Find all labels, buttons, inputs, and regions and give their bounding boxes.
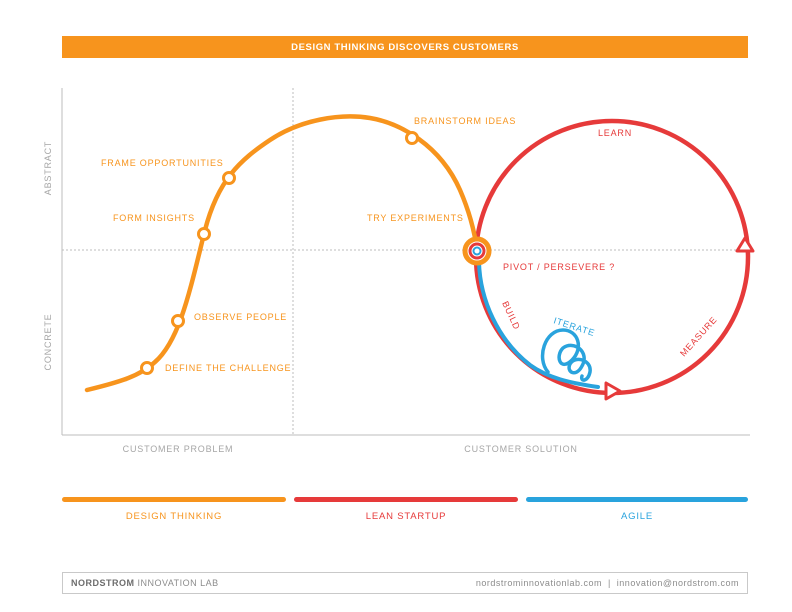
footer-contact: nordstrominnovationlab.com | innovation@…: [475, 578, 739, 588]
build-arrow-icon: [604, 381, 622, 401]
legend-lean-line: [294, 497, 518, 502]
axis-label-customer-problem: CUSTOMER PROBLEM: [123, 444, 234, 454]
label-try-experiments: TRY EXPERIMENTS: [367, 213, 464, 223]
axis-label-concrete: CONCRETE: [43, 314, 53, 371]
step-marker-observe: [171, 314, 185, 328]
step-marker-brainstorm: [405, 131, 419, 145]
label-learn: LEARN: [598, 128, 632, 138]
label-observe-people: OBSERVE PEOPLE: [194, 312, 287, 322]
footer-brand: NORDSTROM INNOVATION LAB: [71, 578, 219, 588]
axis-label-abstract: ABSTRACT: [43, 141, 53, 195]
agile-build-path: [477, 260, 600, 389]
pivot-hub-inner: [472, 246, 482, 256]
label-pivot-persevere: PIVOT / PERSEVERE ?: [503, 262, 615, 272]
measure-arrow-icon: [735, 236, 755, 253]
legend-agile-label: AGILE: [621, 511, 653, 522]
label-brainstorm-ideas: BRAINSTORM IDEAS: [414, 116, 516, 126]
legend-design-line: [62, 497, 286, 502]
label-measure: MEASURE: [678, 314, 719, 358]
footer-lab-name: INNOVATION LAB: [134, 578, 219, 588]
legend-lean-label: LEAN STARTUP: [365, 511, 447, 522]
label-define-challenge: DEFINE THE CHALLENGE: [165, 363, 291, 373]
axis-label-customer-solution: CUSTOMER SOLUTION: [464, 444, 577, 454]
legend-design-label: DESIGN THINKING: [125, 511, 223, 522]
footer-bar: NORDSTROM INNOVATION LAB nordstrominnova…: [62, 572, 748, 594]
label-form-insights: FORM INSIGHTS: [113, 213, 195, 223]
footer-brand-name: NORDSTROM: [71, 578, 135, 588]
title-banner: DESIGN THINKING DISCOVERS CUSTOMERS: [62, 36, 748, 58]
step-marker-insights: [197, 227, 211, 241]
label-build: BUILD: [500, 300, 522, 332]
page-title: DESIGN THINKING DISCOVERS CUSTOMERS: [291, 41, 519, 53]
design-thinking-curve: [84, 114, 480, 393]
step-marker-define: [140, 361, 154, 375]
iterate-loops: [540, 328, 592, 382]
legend-agile-line: [526, 497, 748, 502]
label-frame-opportunities: FRAME OPPORTUNITIES: [101, 158, 224, 168]
step-marker-frame: [222, 171, 236, 185]
